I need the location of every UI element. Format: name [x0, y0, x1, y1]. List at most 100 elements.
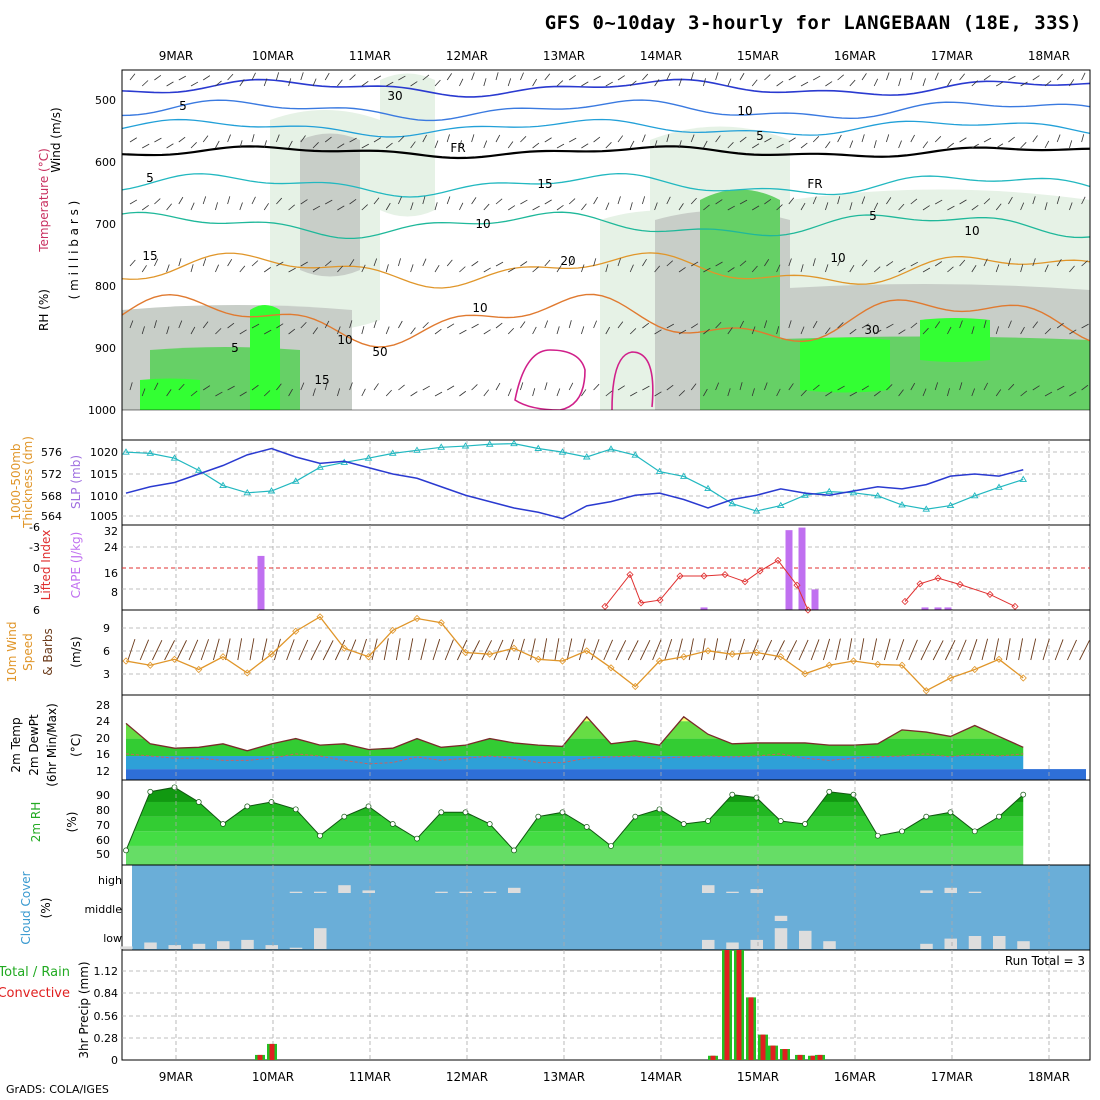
wind-barb-upper: [690, 383, 697, 391]
contour-label: 5: [756, 129, 764, 143]
cloud-bar-high: [459, 891, 472, 893]
wind-barb-upper: [544, 199, 552, 205]
wind-barb: [969, 639, 978, 661]
precip-bar-convective: [810, 1055, 816, 1060]
wind-barb: [347, 639, 357, 661]
wind-barb-upper: [971, 326, 975, 335]
contour-label: 20: [560, 254, 575, 268]
wind-barb-upper: [703, 328, 710, 335]
thickness-point: [364, 454, 373, 461]
wind-barb-upper: [142, 143, 150, 149]
wind-barb-upper: [825, 264, 829, 273]
cape-bar: [785, 530, 793, 610]
wind-barb-upper: [1020, 142, 1027, 149]
wind-speed-point: [825, 661, 833, 669]
date-label-bottom: 18MAR: [1028, 1070, 1070, 1084]
date-label-bottom: 9MAR: [159, 1070, 194, 1084]
cloud-bar-low: [799, 930, 812, 949]
wind-speed-point: [510, 644, 518, 652]
wind-barb-upper: [593, 75, 601, 81]
cloud-bar-low: [1017, 941, 1030, 949]
thickness-point: [873, 491, 882, 499]
wind-barb-upper: [934, 261, 943, 267]
wind-barb-upper: [227, 196, 231, 205]
contour-label: FR: [807, 177, 822, 191]
wind-barb-upper: [215, 140, 220, 149]
wind-barb-upper: [922, 267, 931, 273]
wind-barb-upper: [1008, 258, 1011, 267]
wind-barb-upper: [483, 78, 487, 87]
ylabel-cape: CAPE (J/kg): [69, 532, 83, 599]
wind-barb-upper: [263, 390, 271, 397]
cloud-bar-high: [435, 891, 448, 893]
thickness-point: [267, 487, 276, 494]
wind-barb-upper: [825, 81, 833, 87]
wind-barb-upper: [202, 135, 209, 143]
thickness-point: [825, 487, 834, 495]
wind-speed-point: [219, 653, 227, 661]
cape-bar: [798, 527, 806, 610]
cape-bar: [944, 607, 952, 610]
wind-barb-upper: [129, 320, 134, 329]
cape-bar: [934, 607, 942, 610]
wind-barb-upper: [422, 74, 430, 81]
wind-barb-upper: [373, 258, 378, 267]
wind-barb-upper: [300, 321, 307, 329]
cape-tick-label: 16: [104, 567, 118, 580]
wind-barb-upper: [288, 388, 293, 397]
wind-barb-upper: [813, 75, 821, 81]
wind-barb-upper: [239, 202, 243, 211]
rh-point: [438, 809, 445, 816]
wind-barb-upper: [690, 134, 695, 143]
wind-barb-upper: [837, 74, 844, 81]
wind-barb-upper: [178, 320, 183, 329]
wind-barb-upper: [166, 264, 170, 273]
date-label-top: 11MAR: [349, 49, 391, 63]
thickness-point: [146, 449, 155, 456]
wind-barb-upper: [910, 261, 919, 267]
wind-barb-upper: [544, 382, 548, 391]
wind-barb-upper: [361, 264, 366, 273]
rh-shading-bright: [140, 378, 200, 412]
date-label-top: 17MAR: [931, 49, 973, 63]
wind-barb-upper: [654, 202, 658, 211]
wind-barb-upper: [276, 323, 284, 329]
wind-barb-upper: [617, 196, 621, 205]
wind-barb: [322, 640, 334, 661]
wind-barb-upper: [361, 204, 368, 211]
wind-barb-upper: [1032, 135, 1038, 143]
temp-band: [122, 695, 1090, 704]
wind-speed-point: [777, 653, 785, 661]
wind-barb-upper: [276, 383, 282, 391]
cloud-level-label: high: [98, 874, 122, 887]
thickness-point: [1019, 475, 1028, 482]
wind-barb-upper: [642, 73, 649, 81]
rh-point: [680, 821, 687, 827]
lifted-tick-label: 6: [33, 604, 40, 617]
wind-speed-point: [195, 665, 203, 674]
cloud-bar-high: [944, 887, 957, 893]
wind-barb-upper: [971, 265, 977, 273]
wind-barb-upper: [715, 321, 722, 329]
wind-barb: [444, 639, 454, 661]
wind-barb-upper: [593, 258, 597, 267]
wind-barb-upper: [495, 261, 504, 267]
wind-barb: [517, 638, 525, 661]
cape-bar: [257, 555, 265, 610]
wind-barb: [176, 640, 187, 661]
wind-barb-upper: [861, 385, 870, 391]
contour-label: 10: [475, 217, 490, 231]
wind-barb-upper: [129, 259, 136, 267]
wind-barb-upper: [178, 136, 186, 143]
slp-series-line: [125, 447, 1024, 520]
wind-barb-upper: [739, 199, 748, 205]
wind-barb-upper: [263, 203, 269, 211]
rh-point: [123, 847, 129, 854]
wind-barb-upper: [959, 73, 965, 81]
rh-point: [802, 821, 808, 827]
lifted-point: [637, 599, 645, 607]
date-label-top: 16MAR: [834, 49, 876, 63]
wind-barb-upper: [410, 81, 418, 87]
wind-barb-upper: [642, 258, 647, 267]
wind-barb-upper: [849, 328, 857, 335]
